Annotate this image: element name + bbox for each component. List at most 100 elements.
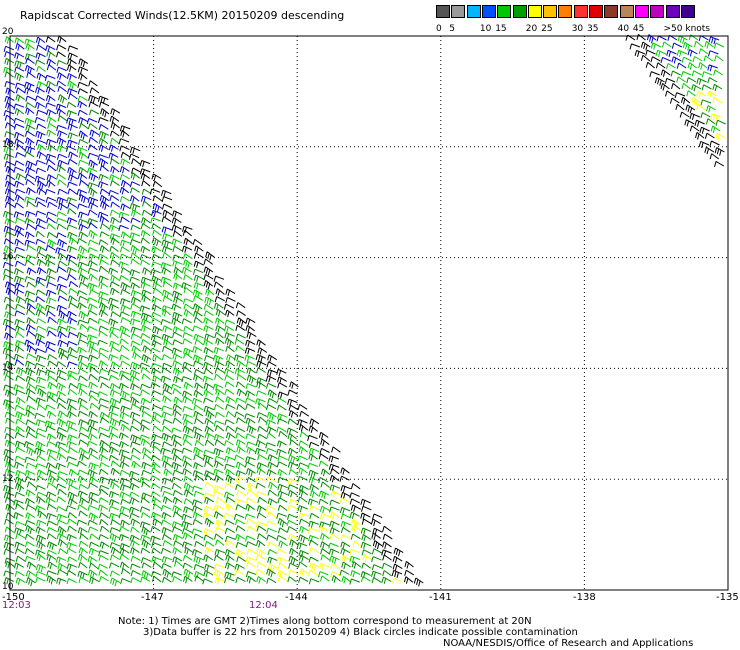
wind-barb: [35, 571, 46, 578]
wind-barb: [78, 166, 88, 175]
wind-barb: [655, 49, 667, 58]
wind-barb: [46, 520, 57, 527]
wind-barb: [2, 261, 14, 268]
wind-barb: [77, 95, 88, 102]
wind-barb: [13, 288, 25, 296]
wind-barb: [36, 151, 47, 159]
wind-barb: [26, 187, 36, 195]
wind-barb: [160, 485, 172, 492]
wind-barb: [65, 145, 77, 152]
wind-barb: [329, 484, 341, 492]
wind-barb: [65, 478, 77, 487]
wind-barb: [4, 374, 14, 381]
wind-barb: [109, 233, 121, 241]
wind-barb: [4, 557, 16, 564]
wind-barb: [214, 367, 225, 374]
wind-barb: [681, 56, 693, 63]
wind-barb: [150, 491, 161, 498]
wind-barb: [44, 420, 56, 429]
legend-swatch: [543, 5, 558, 18]
wind-barb: [140, 497, 150, 504]
wind-barb: [24, 297, 35, 305]
wind-barb: [45, 44, 56, 53]
wind-barb: [194, 339, 204, 346]
wind-barb: [24, 476, 36, 483]
wind-barb: [371, 564, 383, 571]
wind-barb: [24, 290, 36, 298]
wind-barb: [255, 491, 267, 498]
wind-barb: [391, 569, 403, 579]
wind-barb: [708, 50, 719, 57]
wind-barb: [360, 512, 371, 520]
wind-barb: [57, 347, 68, 357]
wind-barb: [56, 124, 67, 132]
wind-barb: [224, 571, 235, 580]
wind-barb: [37, 388, 47, 398]
wind-barb: [25, 388, 36, 396]
wind-barb: [130, 361, 141, 371]
wind-barb: [182, 229, 193, 237]
wind-barb: [700, 99, 712, 106]
wind-barb: [150, 525, 161, 532]
wind-barb: [172, 339, 183, 346]
wind-barb: [203, 492, 215, 499]
wind-barb: [319, 447, 330, 455]
wind-barb: [77, 203, 88, 210]
wind-barb: [235, 461, 246, 470]
wind-barb: [24, 469, 36, 478]
wind-barb: [109, 251, 120, 260]
wind-barb: [24, 276, 36, 283]
wind-barb: [3, 384, 14, 391]
wind-barb: [245, 390, 256, 398]
wind-barb: [320, 532, 330, 541]
wind-barb: [150, 397, 161, 404]
wind-barb: [57, 288, 68, 296]
wind-barb: [99, 462, 110, 469]
wind-barb: [361, 534, 372, 542]
wind-barb: [277, 376, 287, 384]
wind-barb: [4, 518, 14, 525]
wind-barb: [68, 237, 79, 245]
wind-barb: [245, 503, 255, 512]
wind-barb: [151, 317, 162, 324]
wind-barb: [34, 197, 46, 204]
wind-barb: [319, 521, 330, 529]
wind-barb: [152, 202, 163, 213]
wind-barb: [78, 281, 89, 288]
wind-barb: [88, 476, 99, 484]
wind-barb: [682, 41, 693, 51]
wind-barb: [709, 140, 720, 147]
wind-barb: [24, 117, 35, 127]
wind-barb: [193, 252, 204, 259]
wind-barb: [15, 340, 26, 348]
wind-barb: [56, 66, 67, 73]
legend-label: 10: [479, 24, 492, 34]
wind-barb: [13, 123, 25, 130]
wind-barb: [309, 505, 320, 512]
wind-barb: [307, 498, 319, 506]
wind-barb: [35, 384, 46, 391]
wind-barb: [191, 397, 203, 406]
wind-barb: [192, 485, 203, 492]
wind-barb: [139, 160, 151, 168]
wind-barb: [98, 137, 109, 146]
wind-barb: [110, 481, 120, 490]
wind-barb: [140, 223, 151, 230]
wind-barb: [308, 578, 320, 585]
wind-barb: [15, 533, 26, 540]
wind-barb: [194, 432, 204, 441]
wind-barb: [35, 526, 46, 534]
wind-barb: [339, 506, 351, 515]
wind-barb: [26, 561, 37, 570]
wind-barb: [67, 374, 77, 381]
wind-barb: [14, 52, 25, 60]
wind-barb: [88, 512, 99, 522]
wind-barb: [161, 519, 172, 526]
wind-barb: [172, 360, 183, 368]
wind-barb: [140, 389, 151, 396]
wind-barb: [4, 324, 15, 331]
wind-barb: [267, 354, 277, 362]
wind-barb: [225, 496, 236, 503]
wind-barb: [204, 474, 214, 481]
wind-barb: [45, 94, 56, 103]
